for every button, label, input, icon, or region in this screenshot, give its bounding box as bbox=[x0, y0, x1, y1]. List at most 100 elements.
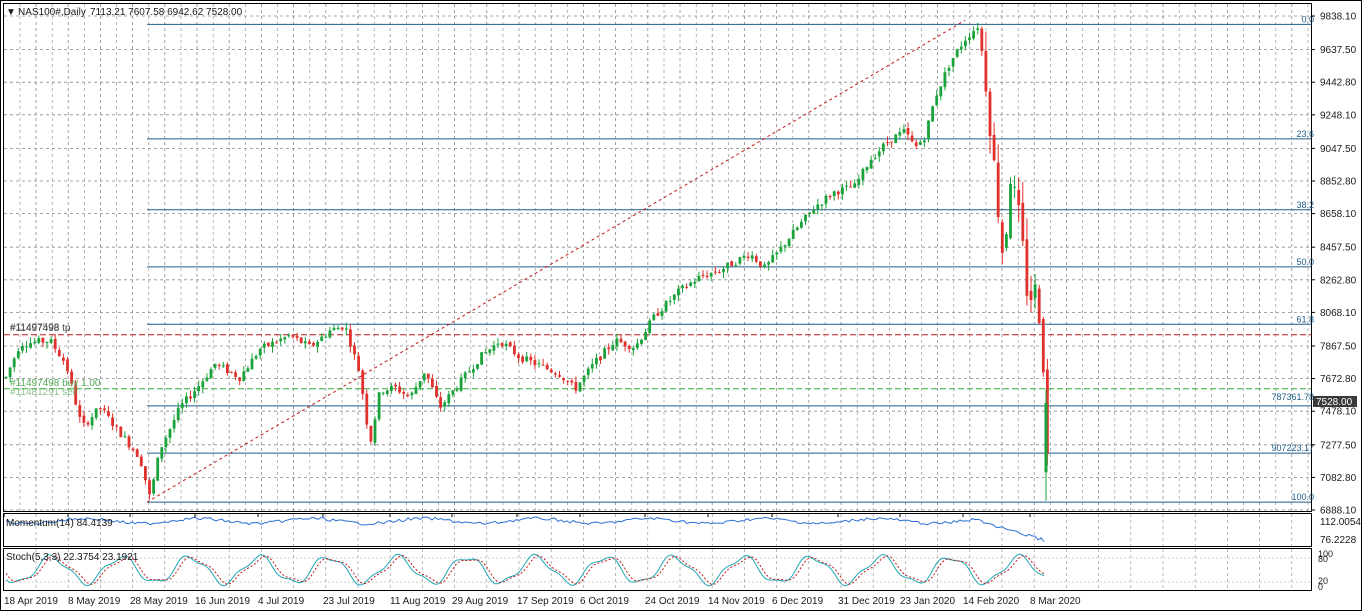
candle-body bbox=[681, 285, 684, 289]
candle-body bbox=[349, 329, 352, 347]
time-axis[interactable]: 18 Apr 2019 8 May 2019 28 May 2019 16 Jun 2… bbox=[3, 513, 1081, 607]
fib-level-label: 100.0 bbox=[1291, 492, 1314, 502]
candle-body bbox=[873, 157, 877, 159]
candle-body bbox=[640, 339, 643, 344]
candle-body bbox=[931, 106, 934, 122]
candle-body bbox=[910, 135, 914, 142]
candle-body bbox=[869, 159, 873, 169]
candle-body bbox=[677, 288, 680, 296]
candle-body bbox=[800, 221, 803, 228]
candle-body bbox=[771, 255, 775, 263]
candle-body bbox=[664, 301, 668, 312]
current-price-tag bbox=[1313, 396, 1357, 407]
candle-body bbox=[750, 255, 754, 259]
tp-order-label[interactable]: #11497498 tp bbox=[10, 323, 71, 334]
candle-body bbox=[882, 143, 885, 152]
candle-body bbox=[763, 264, 766, 268]
candle-body bbox=[500, 343, 504, 346]
candle-body bbox=[525, 356, 529, 362]
time-tick-label: 31 Dec 2019 bbox=[838, 596, 895, 607]
candle-body bbox=[529, 356, 533, 361]
candle-body bbox=[221, 365, 225, 367]
tp-order-label-overlap: #11497598 bbox=[10, 322, 60, 333]
trade-lines[interactable] bbox=[4, 334, 1311, 390]
candle-body bbox=[279, 338, 283, 342]
stoch-tick-80: 80 bbox=[1318, 554, 1328, 564]
stoch-pane-border bbox=[3, 548, 1312, 591]
candle-body bbox=[644, 332, 647, 341]
candle-body bbox=[513, 345, 516, 355]
fib-level-label: 61.8 bbox=[1296, 314, 1314, 324]
candle-body bbox=[135, 449, 139, 457]
fib-level-label: 38.2 bbox=[1296, 200, 1314, 210]
candle-body bbox=[394, 384, 397, 387]
candle-body bbox=[435, 385, 438, 397]
candle-body bbox=[570, 380, 574, 383]
fib-trend-line bbox=[146, 19, 966, 503]
last-candle-body bbox=[1044, 402, 1048, 473]
candle-body bbox=[53, 338, 57, 349]
candle-body bbox=[595, 357, 598, 365]
sell-order-label[interactable]: #11481291 sell bbox=[10, 387, 77, 398]
candle-body bbox=[336, 327, 340, 330]
candle-body bbox=[722, 268, 725, 273]
fibonacci-retracement[interactable]: 0.0 23.6 38.2 50.0 61.8 100.0 787361.78 907223.… bbox=[146, 14, 1314, 503]
candle-body bbox=[291, 335, 295, 337]
candle-body bbox=[718, 272, 721, 274]
candle-body bbox=[652, 314, 656, 321]
candle-body bbox=[426, 373, 430, 379]
candle-body bbox=[787, 239, 791, 247]
candle-body bbox=[98, 408, 102, 410]
candle-body bbox=[697, 275, 701, 282]
current-price-text: 7528.00 bbox=[1316, 397, 1353, 408]
momentum-tick-high: 112.0054 bbox=[1320, 517, 1361, 528]
price-axis[interactable]: 9838.10 9637.50 9442.80 9248.10 9047.50 8852.… bbox=[1311, 12, 1357, 517]
candle-body bbox=[726, 262, 729, 269]
candle-body bbox=[201, 381, 205, 388]
candle-body bbox=[541, 364, 545, 366]
candle-body bbox=[890, 141, 893, 143]
candle-body bbox=[779, 246, 783, 252]
price-tick-label: 8068.10 bbox=[1320, 308, 1357, 319]
candle-body bbox=[533, 360, 537, 366]
candle-body bbox=[467, 371, 471, 373]
candle-body bbox=[180, 403, 184, 408]
candle-body bbox=[992, 134, 996, 161]
candle-body bbox=[107, 411, 110, 416]
candle-body bbox=[759, 261, 762, 267]
candle-body bbox=[492, 345, 496, 351]
candle-body bbox=[812, 209, 816, 214]
candle-body bbox=[517, 354, 520, 358]
candle-body bbox=[554, 373, 557, 375]
candle-body bbox=[820, 204, 824, 206]
candle-body bbox=[205, 377, 209, 381]
candle-body bbox=[685, 286, 688, 288]
candle-body bbox=[914, 142, 918, 146]
candle-body bbox=[611, 345, 615, 351]
price-tick-label: 8852.80 bbox=[1320, 176, 1357, 187]
price-tick-label: 9838.10 bbox=[1320, 12, 1357, 23]
candle-body bbox=[299, 337, 303, 343]
candle-body bbox=[320, 336, 324, 342]
candle-body bbox=[689, 282, 693, 286]
candle-body bbox=[57, 350, 61, 357]
candle-body bbox=[62, 357, 65, 361]
candle-body bbox=[246, 368, 250, 372]
symbol-expand-icon[interactable]: ▼ bbox=[6, 7, 16, 18]
candle-body bbox=[185, 396, 188, 404]
price-tick-label: 8658.10 bbox=[1320, 209, 1357, 220]
candle-body bbox=[972, 31, 975, 39]
candle-body bbox=[939, 86, 943, 97]
candle-body bbox=[701, 274, 705, 276]
candle-body bbox=[578, 382, 582, 392]
candle-body bbox=[357, 355, 360, 371]
price-tick-label: 7672.80 bbox=[1320, 374, 1357, 385]
candle-body bbox=[414, 387, 418, 394]
candle-body bbox=[115, 425, 119, 427]
candle-body bbox=[988, 91, 992, 137]
time-tick-label: 29 Aug 2019 bbox=[452, 596, 509, 607]
stoch-label: Stoch(5,3,3) 22.3754 23.1921 bbox=[6, 552, 139, 563]
buy-order-label[interactable]: #11497498 buy 1.00 bbox=[10, 378, 101, 389]
